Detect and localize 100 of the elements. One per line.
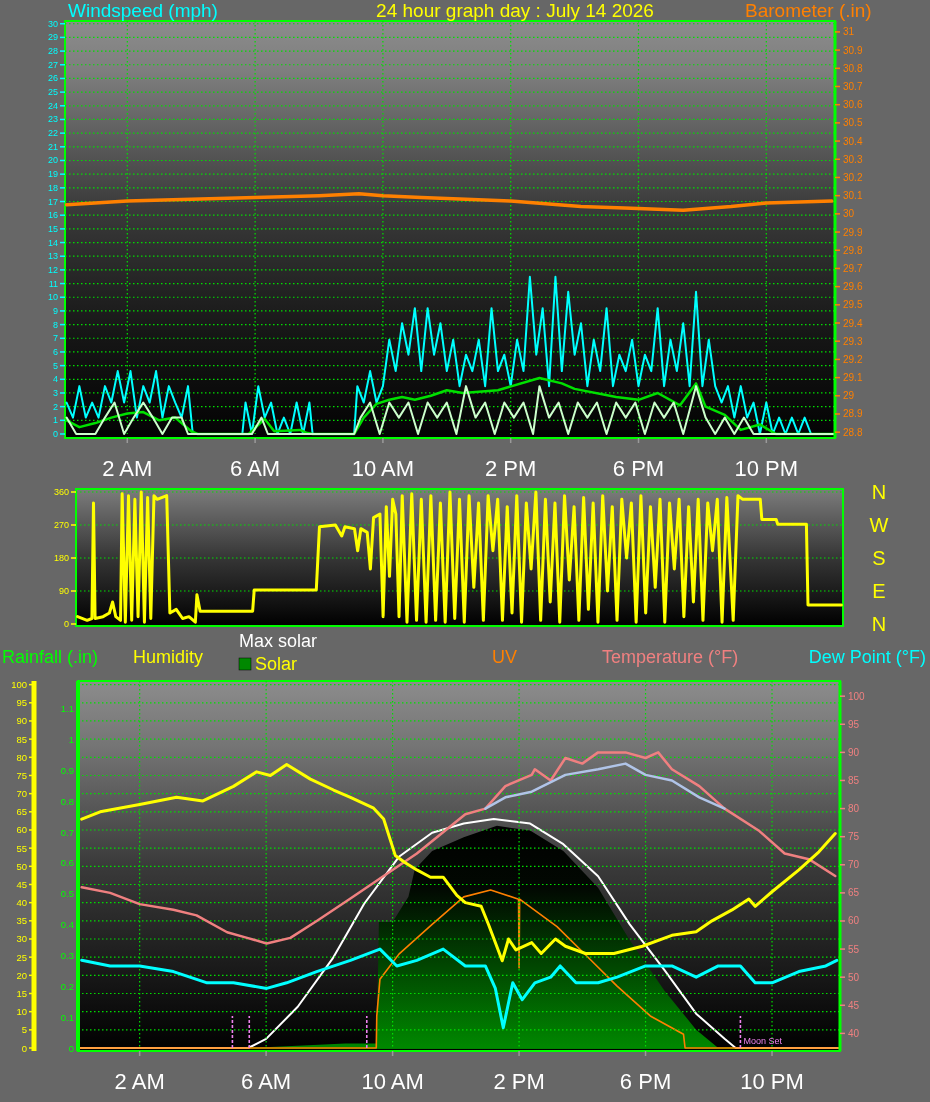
y2-tick-label: 30 [843, 208, 855, 220]
y3-tick-label: 0.2 [60, 980, 74, 992]
x-tick-label: 2 PM [485, 456, 537, 481]
y-tick-label: 13 [47, 251, 58, 262]
y3-tick-label: 0.1 [60, 1011, 74, 1023]
y-tick-label: 19 [47, 169, 58, 180]
x-tick-label: 2 PM [493, 1069, 545, 1094]
y2-tick-label: 65 [848, 887, 860, 899]
y2-tick-label: 45 [848, 999, 860, 1011]
y2-tick-label: 85 [848, 774, 860, 786]
y2-tick-label: 29.9 [843, 226, 863, 238]
line-series [64, 192, 834, 212]
y-tick-label: 1 [52, 415, 58, 426]
y2-tick-label: 29.2 [843, 353, 863, 365]
y-tick-label: 0 [63, 619, 69, 629]
y-tick-label: 25 [47, 87, 58, 98]
y-tick-label: 70 [16, 788, 27, 800]
y-tick-label: 100 [11, 679, 27, 691]
y3-tick-label: 0.7 [60, 826, 74, 838]
y-tick-label: 22 [47, 128, 58, 139]
x-tick-label: 2 AM [102, 456, 153, 481]
y2-tick-label: 29.4 [843, 317, 863, 329]
y-tick-label: 360 [53, 487, 69, 497]
y2-tick-label: 75 [848, 831, 860, 843]
y-tick-label: 18 [47, 182, 58, 193]
y2-tick-label: 31 [843, 26, 855, 38]
text: N [871, 613, 887, 635]
x-tick-label: 10 AM [361, 1069, 424, 1094]
y-axis-title: Windspeed (mph) [68, 0, 218, 21]
y2-tick-label: 60 [848, 915, 860, 927]
y-tick-label: 20 [47, 155, 58, 166]
y2-tick-label: 30.1 [843, 190, 863, 202]
text: N [871, 481, 887, 503]
y-tick-label: 23 [47, 114, 58, 125]
chart-title: 24 hour graph day : July 14 2026 [376, 0, 654, 21]
y-tick-label: 90 [58, 586, 69, 596]
y-axis-title: Humidity [133, 647, 204, 667]
y3-tick-label: 0.9 [60, 764, 74, 776]
y2-tick-label: 55 [848, 943, 860, 955]
y2-tick-label: 30.2 [843, 171, 863, 183]
y2-tick-label: 30.3 [843, 153, 863, 165]
y2-tick-label: 95 [848, 718, 860, 730]
y2-tick-label: 50 [848, 971, 860, 983]
x-tick-label: 6 AM [230, 456, 281, 481]
y3-tick-label: 0.4 [60, 919, 74, 931]
line-series [484, 762, 726, 810]
y2-tick-label: 29 [843, 390, 855, 402]
y-tick-label: 7 [52, 333, 58, 344]
y3-tick-label: 0.3 [60, 949, 74, 961]
y-tick-label: 10 [47, 292, 58, 303]
y-tick-label: 180 [53, 553, 69, 563]
y-tick-label: 3 [52, 387, 58, 398]
y2-tick-label: 30.4 [843, 135, 863, 147]
y3-tick-label: 0.5 [60, 888, 74, 900]
y-tick-label: 75 [16, 769, 27, 781]
y-tick-label: 15 [16, 988, 27, 999]
y-tick-label: 90 [16, 715, 27, 727]
y-tick-label: 26 [47, 73, 58, 84]
y-tick-label: 30 [16, 933, 27, 945]
y-tick-label: 5 [21, 1024, 27, 1036]
y-tick-label: 6 [52, 346, 58, 357]
y-tick-label: 24 [47, 100, 58, 111]
y2-tick-label: 28.9 [843, 408, 863, 420]
line-series [80, 947, 839, 1030]
y2-tick-label: 30.7 [843, 81, 863, 92]
x-tick-label: 6 PM [612, 456, 665, 481]
y3-axis-title: Rainfall (.in) [2, 647, 99, 667]
x-tick-label: 6 AM [241, 1069, 292, 1094]
text: E [872, 580, 886, 602]
y3-tick-label: 0.8 [60, 795, 74, 807]
y2-tick-label: 70 [848, 859, 860, 871]
y-tick-label: 80 [16, 751, 27, 763]
y-tick-label: 270 [53, 520, 69, 530]
y-tick-label: 2 [52, 401, 58, 412]
y-tick-label: 11 [48, 278, 58, 289]
y-tick-label: 16 [47, 210, 58, 221]
y2-tick-label: 100 [848, 690, 866, 702]
y2-axis-title: Barometer (.in) [745, 0, 872, 21]
y2-tick-label: 30.8 [843, 62, 863, 74]
x-tick-label: 10 PM [734, 456, 799, 481]
y-tick-label: 9 [52, 305, 58, 316]
y-tick-label: 40 [16, 897, 27, 909]
y-tick-label: 12 [47, 264, 58, 275]
y2-tick-label: 29.6 [843, 281, 863, 293]
y2-tick-label: 30.6 [843, 99, 863, 111]
line-series [65, 385, 835, 435]
y-tick-label: 27 [47, 59, 58, 70]
x-tick-label: 2 AM [114, 1069, 165, 1094]
ref-line-label: Moon Set [743, 1036, 783, 1046]
y2-tick-label: 29.8 [843, 244, 863, 256]
y-tick-label: 15 [47, 223, 58, 234]
text: W [869, 514, 889, 536]
y-tick-label: 14 [47, 237, 58, 248]
y-tick-label: 21 [47, 141, 58, 152]
x-tick-label: 6 PM [619, 1069, 672, 1094]
y-tick-label: 25 [16, 951, 27, 963]
y2-tick-label: 80 [848, 803, 860, 815]
text: Max solar [239, 631, 318, 651]
y-tick-label: 20 [16, 969, 27, 981]
y2-tick-label: 29.7 [843, 262, 863, 274]
